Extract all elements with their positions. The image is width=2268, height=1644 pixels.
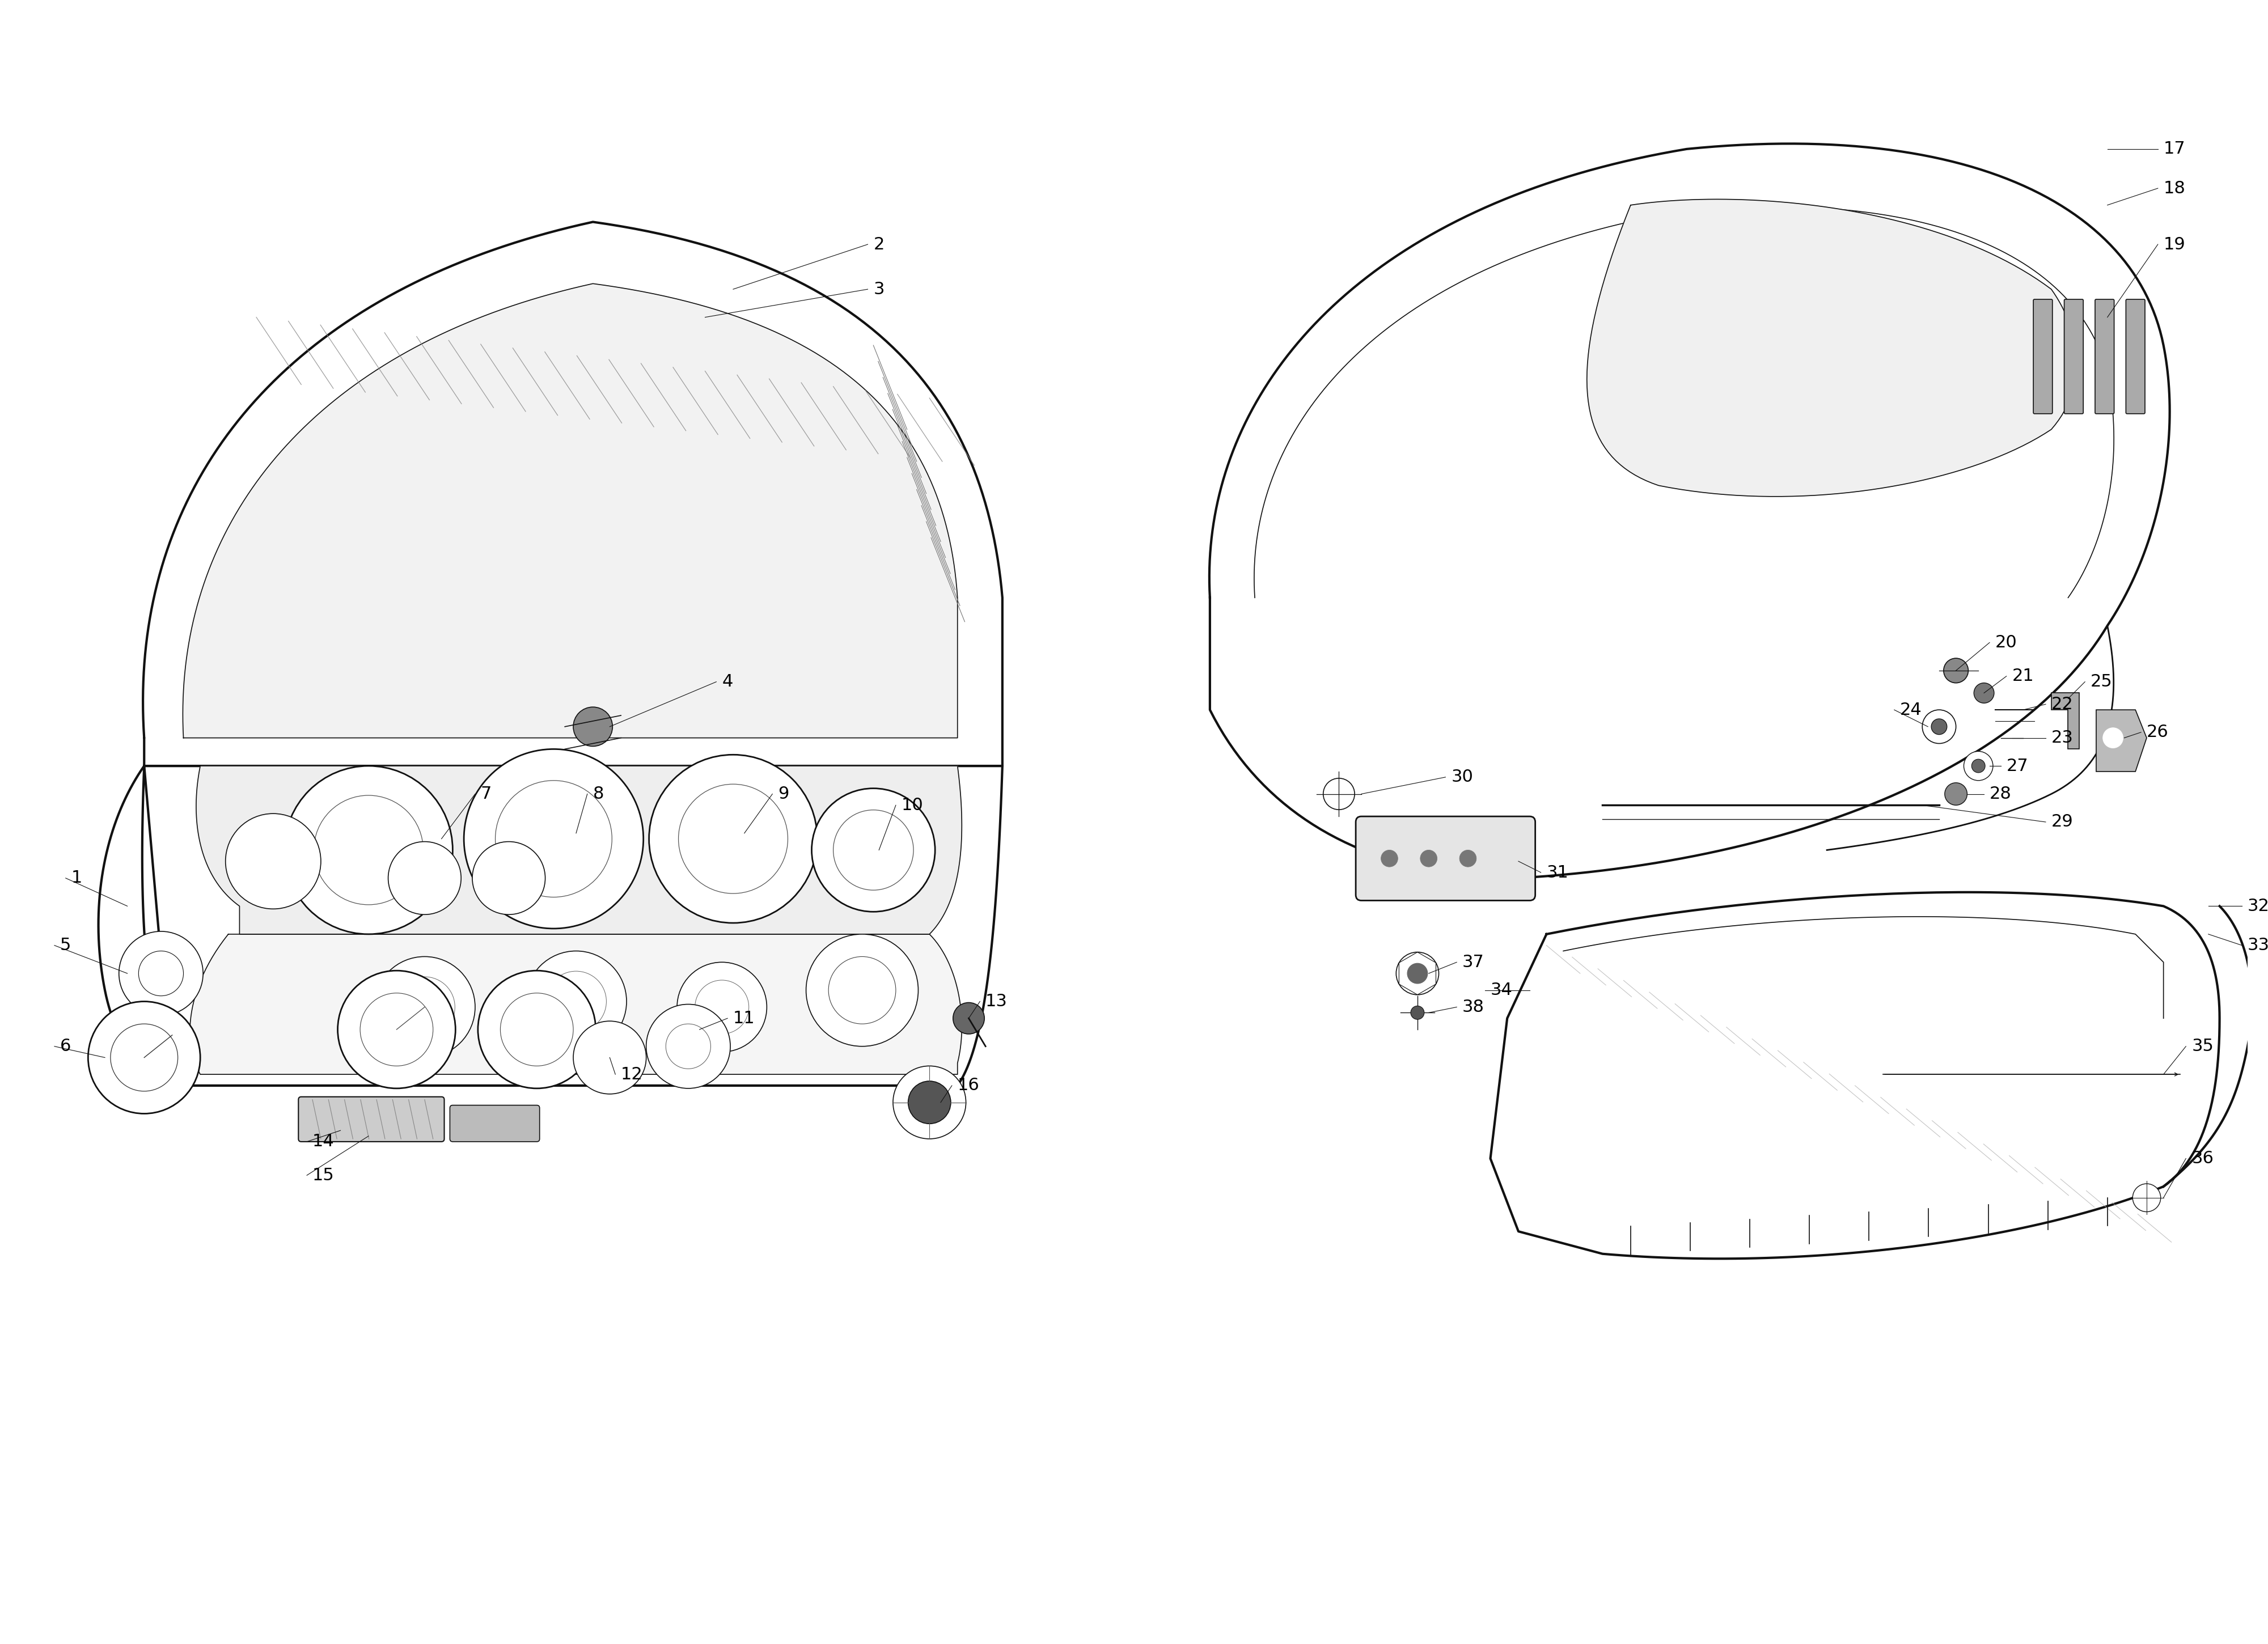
Text: 17: 17	[2164, 141, 2186, 158]
Circle shape	[388, 842, 460, 914]
Circle shape	[2132, 1184, 2161, 1212]
Polygon shape	[191, 934, 962, 1075]
Polygon shape	[2050, 694, 2080, 750]
Circle shape	[1322, 778, 1354, 809]
Polygon shape	[1588, 199, 2077, 496]
Text: 29: 29	[2050, 814, 2073, 830]
Text: 32: 32	[2248, 898, 2268, 914]
FancyBboxPatch shape	[1356, 817, 1535, 901]
Text: 10: 10	[900, 797, 923, 814]
Text: 36: 36	[2191, 1151, 2214, 1167]
Polygon shape	[1490, 893, 2220, 1259]
FancyBboxPatch shape	[2034, 299, 2053, 414]
Circle shape	[805, 934, 919, 1046]
Text: 20: 20	[1996, 635, 2016, 651]
Text: 16: 16	[957, 1077, 980, 1093]
Text: 4: 4	[721, 674, 733, 690]
FancyBboxPatch shape	[2096, 299, 2114, 414]
Circle shape	[812, 789, 934, 912]
FancyBboxPatch shape	[2125, 299, 2146, 414]
Text: 6: 6	[59, 1037, 70, 1054]
Circle shape	[1923, 710, 1955, 743]
Circle shape	[118, 932, 204, 1016]
Text: 5: 5	[59, 937, 70, 954]
Text: 24: 24	[1901, 702, 1921, 718]
Polygon shape	[1209, 143, 2170, 878]
Polygon shape	[143, 766, 1002, 1085]
Circle shape	[1411, 1006, 1424, 1019]
Text: 27: 27	[2007, 758, 2028, 774]
FancyBboxPatch shape	[2064, 299, 2084, 414]
Circle shape	[472, 842, 544, 914]
Text: 38: 38	[1463, 1000, 1486, 1016]
Text: 28: 28	[1989, 786, 2012, 802]
Text: 21: 21	[2012, 667, 2034, 684]
Circle shape	[1420, 850, 1438, 866]
Text: 14: 14	[313, 1133, 333, 1149]
Circle shape	[1381, 850, 1397, 866]
Text: 30: 30	[1452, 769, 1474, 786]
Circle shape	[1964, 751, 1994, 781]
Text: 23: 23	[2050, 730, 2073, 746]
Polygon shape	[98, 766, 172, 1085]
Text: 35: 35	[2191, 1037, 2214, 1054]
Circle shape	[284, 766, 454, 934]
Circle shape	[1944, 783, 1966, 806]
Text: 19: 19	[2164, 237, 2186, 253]
Circle shape	[1397, 952, 1438, 995]
Text: 33: 33	[2248, 937, 2268, 954]
Circle shape	[1461, 850, 1476, 866]
Text: 15: 15	[313, 1167, 333, 1184]
Circle shape	[225, 814, 320, 909]
Polygon shape	[184, 284, 957, 738]
Polygon shape	[2096, 710, 2146, 771]
Polygon shape	[195, 766, 962, 934]
Text: 8: 8	[592, 786, 603, 802]
Text: 34: 34	[1490, 981, 1513, 998]
Circle shape	[88, 1001, 200, 1113]
Circle shape	[1408, 963, 1427, 983]
Circle shape	[1944, 658, 1969, 682]
Text: 26: 26	[2146, 723, 2168, 740]
Circle shape	[374, 957, 474, 1057]
FancyBboxPatch shape	[449, 1105, 540, 1141]
Text: 9: 9	[778, 786, 789, 802]
Text: 3: 3	[873, 281, 885, 298]
Circle shape	[646, 1004, 730, 1088]
Circle shape	[1973, 682, 1994, 704]
Circle shape	[678, 962, 767, 1052]
Text: 2: 2	[873, 237, 885, 253]
Polygon shape	[143, 222, 1002, 766]
Circle shape	[479, 970, 596, 1088]
Text: 22: 22	[2050, 695, 2073, 712]
Circle shape	[894, 1065, 966, 1139]
Circle shape	[2102, 728, 2123, 748]
FancyBboxPatch shape	[299, 1097, 445, 1141]
Circle shape	[574, 1021, 646, 1093]
Text: 1: 1	[70, 870, 82, 886]
Circle shape	[1932, 718, 1946, 735]
Text: 25: 25	[2091, 674, 2112, 690]
Circle shape	[574, 707, 612, 746]
Circle shape	[907, 1082, 950, 1124]
Text: 37: 37	[1463, 954, 1483, 970]
Text: 7: 7	[481, 786, 492, 802]
Circle shape	[1971, 760, 1984, 773]
Text: 18: 18	[2164, 181, 2186, 197]
Text: 31: 31	[1547, 865, 1569, 881]
Circle shape	[953, 1003, 984, 1034]
Text: 12: 12	[621, 1067, 642, 1083]
Text: 13: 13	[987, 993, 1007, 1009]
Circle shape	[526, 950, 626, 1052]
Circle shape	[465, 750, 644, 929]
Circle shape	[338, 970, 456, 1088]
Text: 11: 11	[733, 1009, 755, 1026]
Circle shape	[649, 755, 816, 922]
